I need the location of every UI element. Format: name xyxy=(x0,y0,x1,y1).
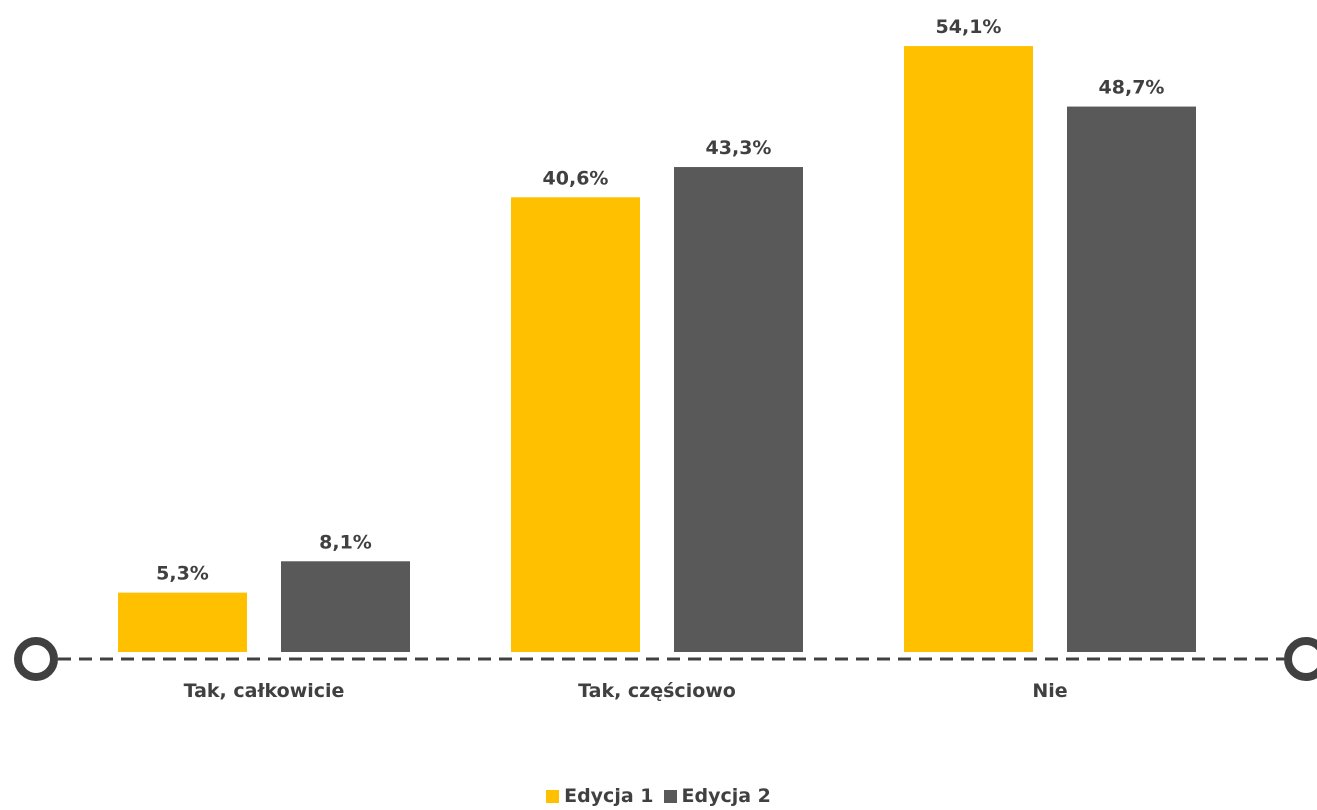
legend: Edycja 1 Edycja 2 xyxy=(0,785,1317,807)
data-label-series-1-cat-1: 5,3% xyxy=(156,563,209,585)
axis-start-circle xyxy=(14,637,58,681)
legend-label-series-2: Edycja 2 xyxy=(681,785,771,807)
category-label-2: Tak, częściowo xyxy=(578,680,736,702)
value-labels: 5,3% 8,1% 40,6% 43,3% 54,1% 48,7% xyxy=(156,16,1164,585)
legend-item-series-2: Edycja 2 xyxy=(663,785,771,807)
bar-series-2-cat-3 xyxy=(1067,106,1196,652)
bars xyxy=(118,46,1196,653)
legend-swatch-series-2 xyxy=(663,789,677,803)
bar-series-2-cat-1 xyxy=(281,561,410,652)
data-label-series-2-cat-2: 43,3% xyxy=(706,137,772,159)
category-label-3: Nie xyxy=(1032,680,1067,702)
axis-end-circle xyxy=(1284,637,1317,681)
data-label-series-2-cat-1: 8,1% xyxy=(319,531,372,553)
legend-swatch-series-1 xyxy=(546,789,560,803)
data-label-series-1-cat-2: 40,6% xyxy=(543,167,609,189)
bar-series-1-cat-1 xyxy=(118,592,247,652)
bar-series-1-cat-2 xyxy=(511,197,640,652)
data-label-series-2-cat-3: 48,7% xyxy=(1099,77,1165,99)
category-labels: Tak, całkowicie Tak, częściowo Nie xyxy=(184,680,1068,702)
category-label-1: Tak, całkowicie xyxy=(184,680,345,702)
legend-label-series-1: Edycja 1 xyxy=(564,785,654,807)
bar-series-1-cat-3 xyxy=(904,46,1033,652)
data-label-series-1-cat-3: 54,1% xyxy=(936,16,1002,38)
bar-series-2-cat-2 xyxy=(674,167,803,653)
bar-chart: 5,3% 8,1% 40,6% 43,3% 54,1% 48,7% Tak, całkow… xyxy=(14,16,1317,702)
legend-item-series-1: Edycja 1 xyxy=(546,785,654,807)
